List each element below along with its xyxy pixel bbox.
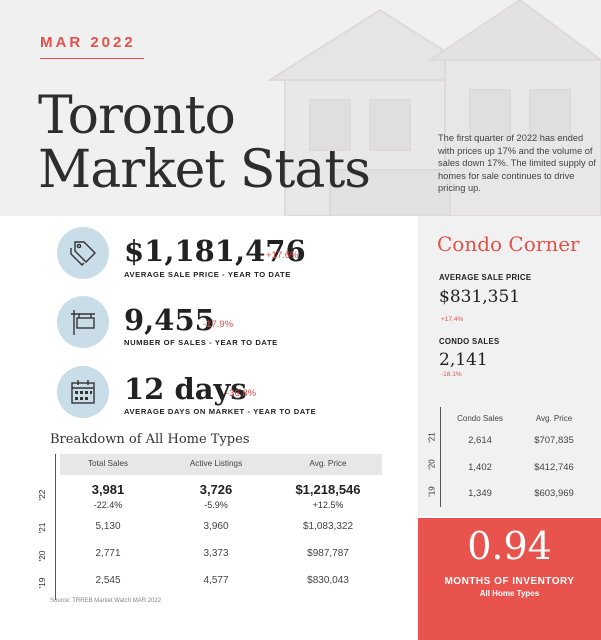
condo-header-avg-price: Avg. Price [535,414,573,423]
header-banner [0,0,601,216]
condo-year-divider [440,407,441,507]
page-title-line2: Market Stats [38,140,371,200]
number-of-sales-change: -17.9% [203,319,234,330]
condo-year-label: '21 [427,432,437,443]
breakdown-change: -5.9% [204,500,228,510]
condo-corner-title: Condo Corner [437,232,580,256]
breakdown-header-bar [60,454,382,475]
breakdown-title: Breakdown of All Home Types [50,432,250,447]
number-of-sales-value: 9,455 [124,303,215,337]
days-on-market-caption: AVERAGE DAYS ON MARKET - YEAR TO DATE [124,407,317,416]
days-on-market-value: 12 days [124,372,247,406]
breakdown-year-label: '22 [37,489,47,501]
avg-sale-price-change: +17.6% [266,250,299,261]
breakdown-header-active-listings: Active Listings [189,459,243,468]
breakdown-cell: $830,043 [307,575,349,586]
inventory-label: MONTHS OF INVENTORY [444,576,575,587]
price-tag-icon [70,241,96,266]
breakdown-cell: 3,373 [203,548,229,559]
breakdown-cell: 5,130 [95,521,121,532]
breakdown-cell: $1,218,546 [295,482,361,497]
condo-cell: $707,835 [534,435,574,446]
days-on-market-change: -36.8% [226,388,257,399]
condo-cell: 2,614 [468,435,492,446]
condo-sales-label: CONDO SALES [439,337,500,346]
condo-header-sales: Condo Sales [457,414,503,423]
inventory-subtitle: All Home Types [479,589,540,598]
condo-sales-change: -18.1% [441,371,462,378]
condo-cell: $412,746 [534,462,574,473]
condo-sales-value: 2,141 [439,350,488,370]
condo-year-label: '19 [427,486,437,497]
breakdown-cell: 3,960 [203,521,229,532]
condo-avg-price-label: AVERAGE SALE PRICE [439,273,532,282]
condo-avg-price-value: $831,351 [439,287,521,307]
breakdown-cell: 2,545 [95,575,121,586]
breakdown-year-divider [55,454,56,600]
for-sale-sign-icon [71,310,95,335]
stat-icon-circle [57,296,109,348]
breakdown-cell: 3,981 [91,482,125,497]
intro-text: The first quarter of 2022 has ended with… [438,133,596,193]
number-of-sales-caption: NUMBER OF SALES - YEAR TO DATE [124,338,278,347]
condo-cell: 1,349 [468,488,492,499]
source-note: Source: TRREB Market Watch MAR 2022 [50,598,162,604]
inventory-box [418,518,601,640]
house-background-illustration [266,0,601,216]
stat-icon-circle [57,366,109,418]
breakdown-cell: 4,577 [203,575,229,586]
condo-corner-panel [418,216,601,516]
page-title-line1: Toronto [38,86,236,146]
inventory-value: 0.94 [467,524,552,568]
breakdown-cell: 3,726 [199,482,233,497]
condo-cell: $603,969 [534,488,574,499]
breakdown-header-avg-price: Avg. Price [309,459,347,468]
breakdown-change: -22.4% [93,500,123,510]
calendar-icon [71,380,95,404]
condo-avg-price-change: +17.4% [441,316,464,323]
avg-sale-price-caption: AVERAGE SALE PRICE - YEAR TO DATE [124,270,291,279]
breakdown-header-total-sales: Total Sales [87,459,129,468]
breakdown-cell: $1,083,322 [302,521,354,532]
breakdown-year-label: '21 [37,522,47,534]
breakdown-change: +12.5% [312,500,344,510]
breakdown-cell: $987,787 [307,548,349,559]
breakdown-year-label: '19 [37,577,47,589]
condo-year-label: '20 [427,459,437,470]
month-underline [40,58,144,59]
condo-cell: 1,402 [468,462,492,473]
avg-sale-price-value: $1,181,476 [124,234,306,268]
breakdown-cell: 2,771 [95,548,121,559]
breakdown-year-label: '20 [37,550,47,562]
stat-icon-circle [57,227,109,279]
report-month: MAR 2022 [40,34,136,51]
